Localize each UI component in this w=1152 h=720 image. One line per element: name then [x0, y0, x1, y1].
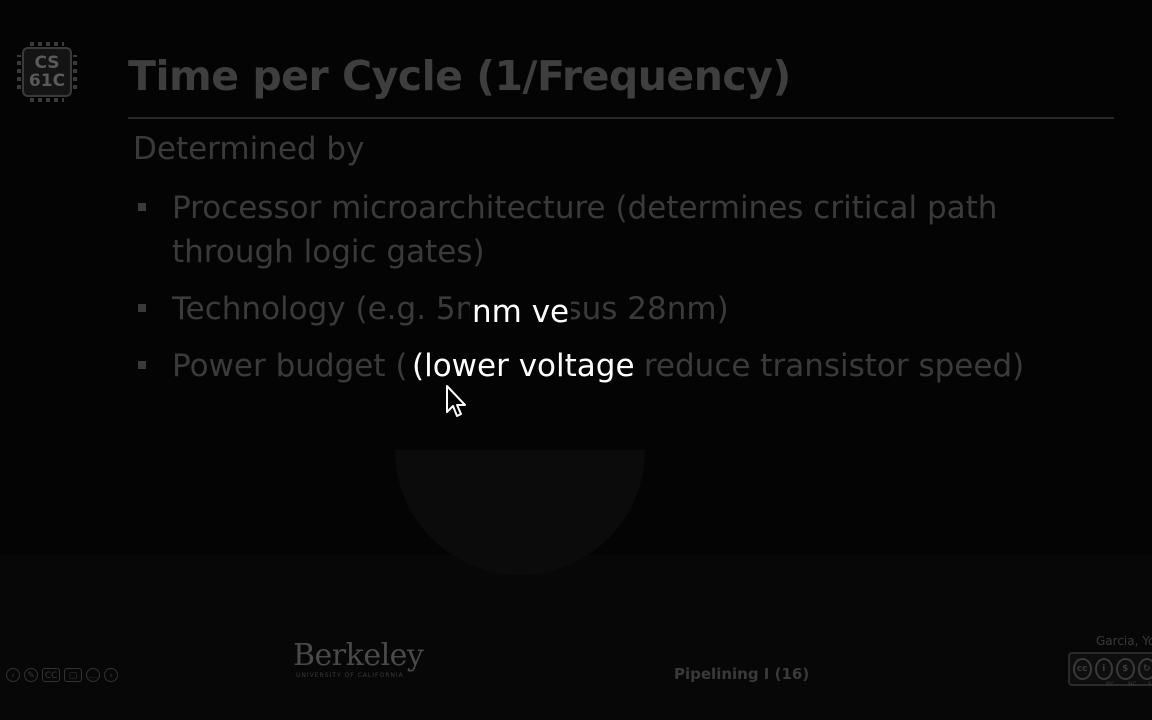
berkeley-subtitle: UNIVERSITY OF CALIFORNIA — [296, 672, 404, 679]
options-icon[interactable]: … — [86, 668, 100, 682]
pen-icon[interactable]: ✎ — [24, 668, 38, 682]
cc-by-label: BY — [1106, 681, 1114, 688]
author-label: Garcia, Yo — [1096, 634, 1152, 648]
prev-icon[interactable]: ‹ — [6, 668, 20, 682]
bullet-technology: Technology (e.g. 5nm versus 28nm) — [172, 291, 729, 327]
slide-section-label: Pipelining I (16) — [674, 665, 810, 683]
bullet-marker — [138, 203, 146, 211]
cc-sa-label: SA — [1148, 681, 1152, 688]
mouse-cursor-icon — [446, 385, 466, 417]
intro-text: Determined by — [133, 131, 365, 167]
bullet-marker — [138, 304, 146, 312]
title-divider — [128, 117, 1114, 119]
cc-icon: cc — [1073, 658, 1092, 680]
bullet-microarchitecture: Processor microarchitecture (determines … — [172, 190, 998, 270]
sa-icon: ↻ — [1137, 658, 1152, 680]
logo-line-2: 61C — [28, 71, 66, 91]
nc-icon: $ — [1116, 658, 1135, 680]
slides-icon[interactable]: ▢ — [64, 668, 82, 682]
cc-nc-label: NC — [1128, 681, 1137, 688]
bullet-marker — [138, 361, 146, 369]
cc-caption-icon[interactable]: CC — [42, 668, 60, 682]
video-shadow-floor — [0, 555, 1152, 720]
by-icon: i — [1094, 658, 1113, 680]
highlighted-text-power: (lower voltage — [410, 344, 637, 388]
next-icon[interactable]: › — [104, 668, 118, 682]
cs61c-logo: CS 61C — [17, 42, 77, 102]
slide-title: Time per Cycle (1/Frequency) — [128, 52, 791, 100]
highlighted-text-technology: nm ve — [470, 290, 572, 334]
logo-line-1: CS — [34, 53, 60, 73]
creative-commons-badge: cc i $ ↻ — [1068, 652, 1152, 686]
berkeley-logo: Berkeley — [293, 638, 424, 673]
slide-navigation: ‹ ✎ CC ▢ … › — [6, 668, 118, 682]
